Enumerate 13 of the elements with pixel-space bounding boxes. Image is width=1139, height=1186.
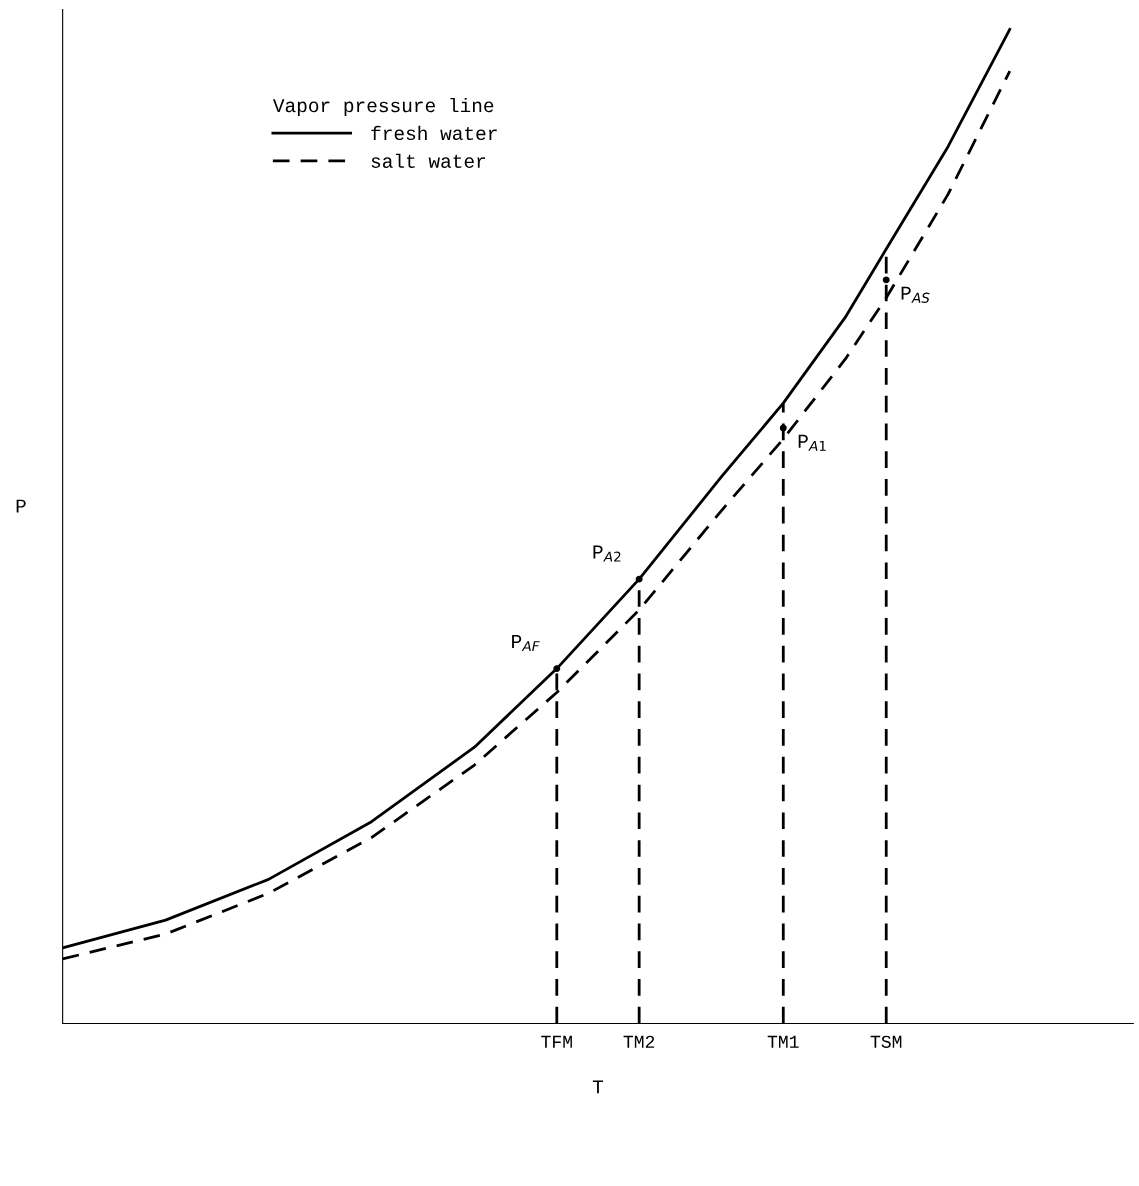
x-axis-title: T: [592, 1080, 604, 1094]
legend-title: Vapor pressure line: [272, 97, 494, 117]
legend-label: salt water: [371, 153, 486, 168]
annotation: P$_{A1}$: [798, 434, 826, 451]
x-tick-label: TM2: [623, 1035, 655, 1048]
annotation: P$_{A2}$: [593, 545, 621, 562]
annotation: P$_{AS}$: [901, 286, 930, 303]
x-tick-label: TM1: [767, 1035, 799, 1048]
legend-label: fresh water: [371, 125, 497, 141]
annotation: P$_{AF}$: [512, 635, 540, 652]
y-axis-title: P: [16, 499, 26, 513]
x-tick-label: TFM: [541, 1035, 572, 1048]
x-tick-label: TSM: [870, 1035, 902, 1048]
